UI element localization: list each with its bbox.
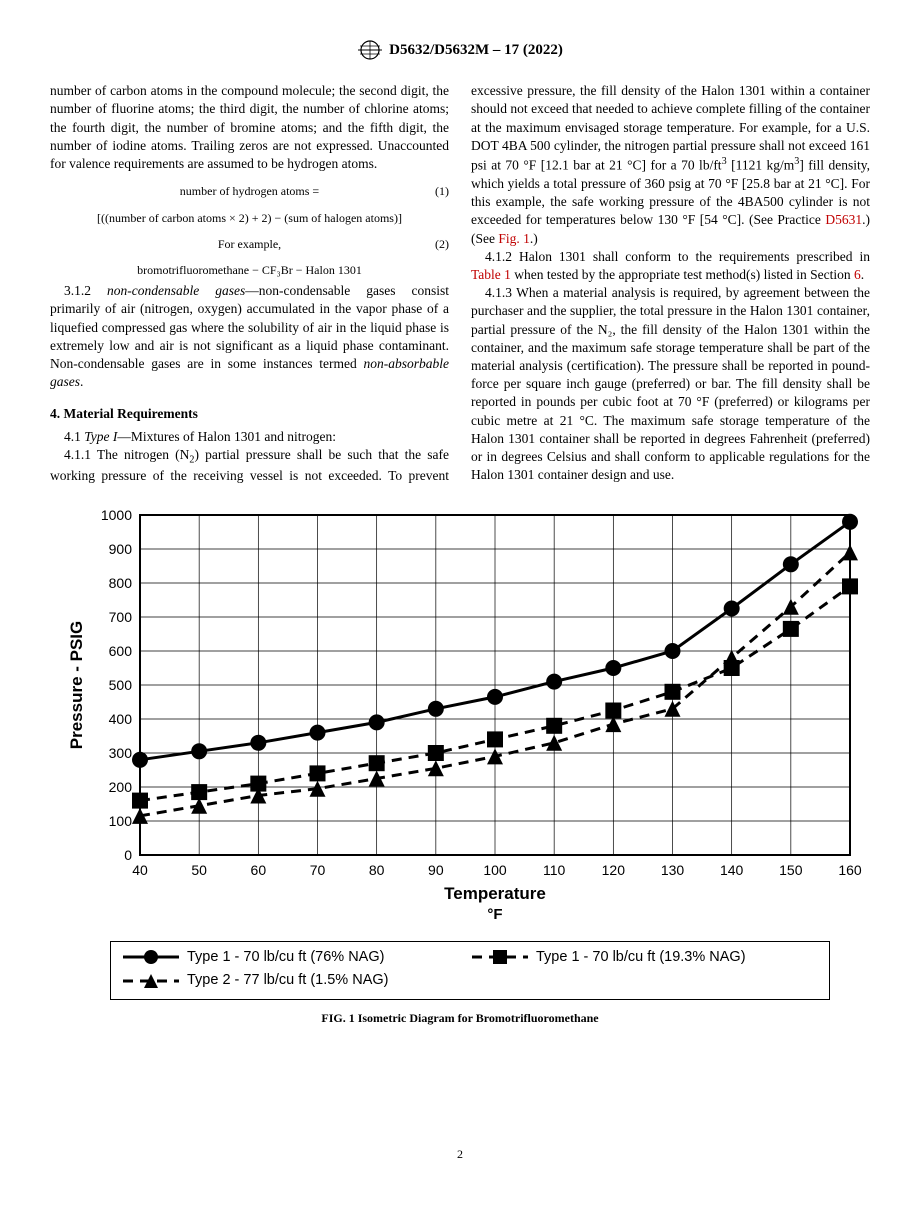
legend-label: Type 2 - 77 lb/cu ft (1.5% NAG) [187,971,388,991]
legend-swatch-icon [470,949,530,965]
svg-text:110: 110 [543,862,566,878]
svg-text:900: 900 [109,541,133,557]
svg-text:40: 40 [132,862,148,878]
svg-text:300: 300 [109,745,133,761]
legend-item: Type 1 - 70 lb/cu ft (19.3% NAG) [470,946,819,970]
svg-text:0: 0 [124,847,132,863]
svg-text:60: 60 [251,862,267,878]
pressure-temperature-chart: 0 100 200 300 400 500 600 700 800 900 1000 40 50 60 70… [50,505,870,1026]
svg-text:70: 70 [310,862,326,878]
svg-text:Temperature: Temperature [444,884,546,903]
link-table-1[interactable]: Table 1 [471,267,511,282]
equation-3: bromotrifluoromethane − CF₃Br − Halon 13… [50,262,449,278]
lead-paragraph: number of carbon atoms in the compound m… [50,82,449,173]
legend-item: Type 2 - 77 lb/cu ft (1.5% NAG) [121,969,470,993]
legend-swatch-icon [121,949,181,965]
para-3-1-2: 3.1.2 non-condensable gases—non-condensa… [50,282,449,391]
legend-label: Type 1 - 70 lb/cu ft (19.3% NAG) [536,948,746,968]
page-header: D5632/D5632M – 17 (2022) [50,40,870,60]
svg-text:200: 200 [109,779,133,795]
svg-text:800: 800 [109,575,133,591]
chart-legend: Type 1 - 70 lb/cu ft (76% NAG) Type 1 - 7… [110,941,830,1000]
svg-text:150: 150 [779,862,803,878]
section-4-heading: 4. Material Requirements [50,405,449,423]
link-fig-1[interactable]: Fig. 1 [498,231,530,246]
svg-text:90: 90 [428,862,444,878]
link-d5631[interactable]: D5631 [825,212,862,227]
legend-item: Type 1 - 70 lb/cu ft (76% NAG) [121,946,470,970]
svg-text:160: 160 [838,862,862,878]
equation-2-label: For example, (2) [50,236,449,252]
para-4-1-2: 4.1.2 Halon 1301 shall conform to the re… [471,248,870,284]
para-4-1-3: 4.1.3 When a material analysis is requir… [471,284,870,484]
svg-text:100: 100 [109,813,133,829]
body-columns: number of carbon atoms in the compound m… [50,82,870,485]
page-number: 2 [50,1146,870,1162]
doc-designation: D5632/D5632M – 17 (2022) [389,40,563,60]
equation-2-body: [((number of carbon atoms × 2) + 2) − (s… [50,210,449,226]
legend-swatch-icon [121,973,181,989]
svg-text:140: 140 [720,862,744,878]
link-section-6[interactable]: 6 [854,267,861,282]
svg-text:500: 500 [109,677,133,693]
equation-1: number of hydrogen atoms = (1) [50,183,449,199]
svg-text:700: 700 [109,609,133,625]
para-4-1: 4.1 Type I—Mixtures of Halon 1301 and ni… [50,428,449,446]
svg-text:Pressure - PSIG: Pressure - PSIG [67,621,86,750]
svg-text:50: 50 [191,862,207,878]
svg-text:130: 130 [661,862,685,878]
svg-text:120: 120 [602,862,626,878]
svg-text:100: 100 [483,862,507,878]
legend-label: Type 1 - 70 lb/cu ft (76% NAG) [187,948,384,968]
astm-logo-icon [357,40,383,60]
svg-text:600: 600 [109,643,133,659]
figure-caption: FIG. 1 Isometric Diagram for Bromotriflu… [50,1010,870,1026]
svg-text:80: 80 [369,862,385,878]
svg-text:°F: °F [487,906,502,923]
svg-text:400: 400 [109,711,133,727]
chart-svg: 0 100 200 300 400 500 600 700 800 900 1000 40 50 60 70… [50,505,870,925]
svg-text:1000: 1000 [101,507,132,523]
